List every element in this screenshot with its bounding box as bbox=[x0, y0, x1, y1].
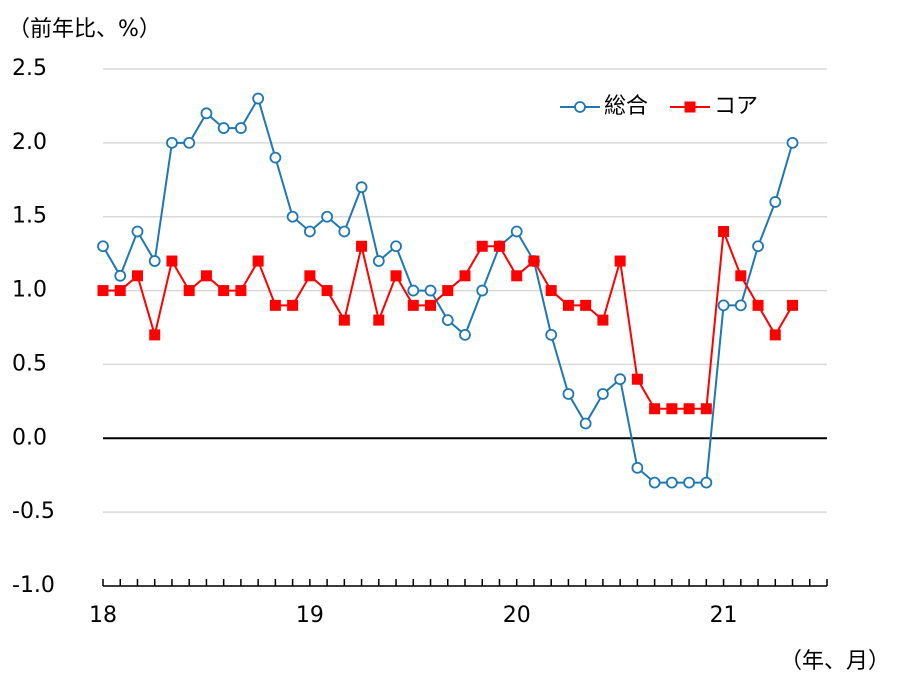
point bbox=[545, 328, 558, 341]
point bbox=[769, 196, 782, 208]
point bbox=[424, 284, 437, 297]
point bbox=[579, 417, 592, 430]
point bbox=[390, 240, 402, 253]
point bbox=[511, 270, 523, 282]
legend-label: 総合 bbox=[604, 94, 648, 119]
x-tick-label: 20 bbox=[503, 603, 531, 628]
y-tick-label: 0.0 bbox=[12, 425, 47, 450]
point bbox=[235, 122, 247, 134]
x-tick-label: 19 bbox=[296, 603, 324, 628]
point bbox=[528, 255, 540, 267]
point bbox=[303, 225, 316, 238]
y-tick-label: 1.5 bbox=[12, 204, 47, 229]
point bbox=[631, 461, 644, 474]
point bbox=[493, 240, 505, 252]
point bbox=[217, 122, 230, 134]
point bbox=[200, 270, 212, 282]
point bbox=[786, 136, 799, 149]
point bbox=[97, 240, 109, 253]
y-tick-label: 1.0 bbox=[12, 278, 47, 303]
point bbox=[218, 285, 230, 297]
point bbox=[166, 255, 178, 267]
point bbox=[459, 270, 471, 282]
point bbox=[476, 240, 488, 252]
point bbox=[407, 284, 420, 297]
point bbox=[252, 255, 264, 267]
point bbox=[269, 299, 281, 311]
point bbox=[269, 151, 282, 164]
point bbox=[545, 285, 557, 297]
point bbox=[183, 285, 195, 297]
point bbox=[476, 284, 489, 297]
point bbox=[752, 240, 764, 253]
point bbox=[148, 255, 161, 267]
point bbox=[338, 225, 351, 238]
point bbox=[735, 270, 747, 282]
y-tick-label: 2.0 bbox=[12, 130, 47, 155]
point bbox=[441, 314, 454, 327]
point bbox=[304, 270, 316, 282]
legend-marker bbox=[684, 101, 696, 113]
point bbox=[648, 476, 661, 489]
point bbox=[665, 476, 678, 489]
point bbox=[631, 373, 643, 385]
point bbox=[321, 210, 333, 223]
point bbox=[356, 240, 368, 252]
x-tick-label: 21 bbox=[710, 603, 738, 628]
point bbox=[510, 225, 523, 238]
x-tick-label: 18 bbox=[89, 603, 117, 628]
point bbox=[597, 388, 609, 400]
point bbox=[252, 92, 265, 105]
point bbox=[442, 285, 454, 297]
point bbox=[373, 314, 385, 326]
point bbox=[149, 329, 161, 341]
legend-label: コア bbox=[714, 94, 758, 119]
point bbox=[407, 299, 419, 311]
y-tick-label: -1.0 bbox=[12, 573, 55, 598]
point bbox=[683, 476, 695, 489]
point bbox=[321, 285, 333, 297]
point bbox=[131, 225, 144, 238]
point bbox=[666, 403, 678, 415]
point bbox=[390, 270, 402, 282]
point bbox=[287, 299, 299, 311]
point bbox=[355, 181, 368, 194]
x-axis-label: （年、月） bbox=[780, 649, 890, 674]
point bbox=[183, 136, 196, 149]
y-tick-label: -0.5 bbox=[12, 499, 55, 524]
point bbox=[286, 210, 299, 223]
legend-marker bbox=[574, 101, 586, 113]
point bbox=[372, 255, 385, 267]
point bbox=[752, 299, 764, 311]
point bbox=[97, 285, 109, 297]
point bbox=[200, 107, 213, 120]
point bbox=[614, 373, 627, 386]
point bbox=[425, 299, 437, 311]
y-tick-label: 0.5 bbox=[12, 351, 47, 376]
point bbox=[562, 299, 574, 311]
chart-title: （前年比、%） bbox=[8, 17, 161, 42]
point bbox=[717, 299, 730, 312]
point bbox=[787, 299, 799, 311]
point bbox=[683, 403, 695, 415]
point bbox=[614, 255, 626, 267]
point bbox=[235, 285, 247, 297]
point bbox=[700, 403, 712, 415]
point bbox=[734, 299, 747, 312]
point bbox=[166, 136, 178, 149]
point bbox=[649, 403, 661, 415]
point bbox=[718, 225, 730, 237]
point bbox=[580, 299, 592, 311]
point bbox=[131, 270, 143, 282]
point bbox=[338, 314, 350, 326]
point bbox=[769, 329, 781, 341]
point bbox=[459, 328, 471, 341]
point bbox=[562, 388, 575, 400]
point bbox=[700, 476, 713, 489]
point bbox=[114, 269, 127, 282]
y-tick-label: 2.5 bbox=[12, 56, 47, 81]
point bbox=[597, 314, 609, 326]
point bbox=[114, 285, 126, 297]
